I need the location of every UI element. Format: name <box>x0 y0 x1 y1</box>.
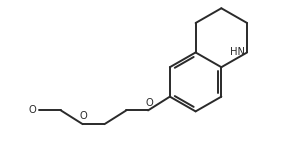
Text: O: O <box>28 105 36 115</box>
Text: O: O <box>145 97 153 108</box>
Text: HN: HN <box>230 47 245 58</box>
Text: O: O <box>80 111 88 121</box>
